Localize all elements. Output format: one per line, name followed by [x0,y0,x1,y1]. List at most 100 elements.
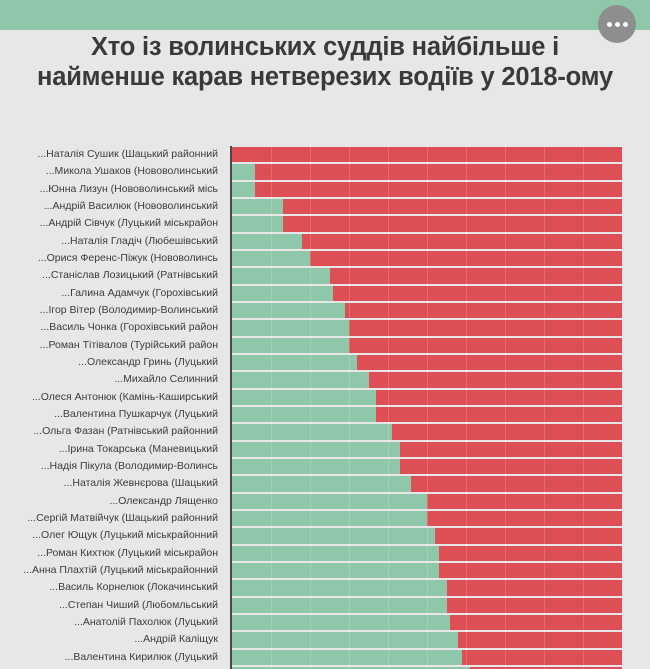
bar-segment-green [232,424,392,440]
bar-segment-red [232,147,622,163]
bar-segment-green [232,181,256,197]
stacked-bar [232,614,622,631]
chart-row: Станіслав Лозицький (Ратнівський... [0,267,650,285]
chart-row-label: Ірина Токарська (Маневицький... [58,442,218,455]
stacked-bar [232,147,622,163]
chart-row-label: Роман Тітівалов (Турійський район... [39,338,218,351]
bar-segment-green [232,285,334,301]
chart-row-label: Анатолій Пахолюк (Луцький... [74,615,218,628]
chart-row-label: Олег Ющук (Луцький міськрайонний... [32,529,218,542]
bar-segment-green [232,458,400,475]
chart-row: Олег Ющук (Луцький міськрайонний... [0,527,650,545]
chart-row: Надія Пікула (Володимир-Волинсь... [0,457,650,476]
chart-row-label: Олександр Гринь (Луцький... [78,355,218,368]
bar-segment-green [232,476,412,492]
bar-segment-red [434,528,622,544]
stacked-bar [232,476,622,492]
chart-row: Олеся Антонюк (Камінь-Каширський... [0,388,650,406]
chart-row-track [230,215,622,233]
bar-segment-green [232,250,310,267]
bar-segment-green [232,632,459,648]
stacked-bar [232,250,622,267]
bar-segment-green [232,320,349,336]
chart-row-label: Валентина Пушкарчук (Луцький... [54,407,218,420]
bar-segment-red [349,337,622,353]
chart-row: Ірина Токарська (Маневицький... [0,440,650,458]
kebab-dots [606,21,628,27]
stacked-bar [232,562,622,579]
bar-segment-red [450,614,622,631]
chart-row-track [230,579,622,597]
chart-row-track [230,388,622,406]
chart-row-track [230,197,622,216]
chart-row-track [230,492,622,510]
stacked-bar [232,493,622,509]
bar-segment-green [232,649,463,665]
stacked-bar [232,302,622,319]
chart-row-label: Станіслав Лозицький (Ратнівський... [42,269,218,282]
chart-row: Анатолій Пахолюк (Луцький... [0,613,650,632]
bar-segment-green [232,268,330,284]
bar-segment-green [232,597,447,613]
chart-row-track [230,423,622,441]
bar-segment-green [232,198,283,215]
bar-segment-green [232,441,400,457]
bar-segment-red [458,632,622,648]
chart-row-label: Андрій Каліщук... [134,633,218,646]
chart-row-track [230,509,622,528]
bar-segment-green [232,528,435,544]
chart-row: Андрій Василюк (Нововолинський... [0,197,650,216]
chart-row-label: Андрій Сівчук (Луцький міськрайон... [39,217,218,230]
bar-segment-green [232,302,346,319]
bar-segment-red [391,424,622,440]
bar-segment-red [255,181,622,197]
bar-segment-green [232,510,427,527]
bar-segment-red [329,268,622,284]
chart-row-track [230,613,622,632]
kebab-menu-icon[interactable] [598,5,636,43]
stacked-bar [232,597,622,613]
bar-segment-red [427,510,622,527]
chart-row: Михайло Селинний... [0,371,650,389]
bar-segment-red [376,389,622,405]
bar-segment-green [232,372,369,388]
chart-row-track [230,457,622,476]
chart-row: Роман Тітівалов (Турійський район... [0,336,650,354]
stacked-bar [232,181,622,197]
stacked-bar [232,528,622,544]
stacked-bar [232,198,622,215]
chart-row-label: Олександр Назарук (Старовижівсь... [0,666,224,669]
bar-segment-red [438,545,622,561]
bar-segment-red [469,666,622,669]
chart-row-track [230,371,622,389]
bar-segment-green [232,233,303,249]
chart-row: Олександр Гринь (Луцький... [0,353,650,372]
chart-row-track [230,561,622,580]
stacked-bar [232,320,622,336]
chart-row-track [230,180,622,198]
chart-row-track [230,163,622,181]
chart-row-label: Василь Чонка (Горохівський район... [40,321,218,334]
chart-row-label: Василь Корнелюк (Локачинський... [49,581,218,594]
chart-row-label: Валентина Кирилюк (Луцький... [64,650,218,663]
chart-row: Наталія Гладіч (Любешівський... [0,232,650,250]
chart-row: Орися Ференс-Піжук (Нововолинсь... [0,249,650,268]
bar-segment-red [282,216,622,232]
bar-segment-green [232,614,451,631]
chart-row-track [230,440,622,458]
stacked-bar [232,354,622,371]
stacked-bar [232,337,622,353]
bar-segment-red [302,233,622,249]
chart-row: Микола Ушаков (Нововолинський... [0,163,650,181]
bar-segment-red [427,493,622,509]
chart-row-label: Наталія Сушик (Шацький районний... [37,148,218,160]
stacked-bar [232,545,622,561]
chart-row-track [230,249,622,268]
bar-segment-red [349,320,622,336]
chart-row: Галина Адамчук (Горохівський... [0,284,650,302]
stacked-bar [232,389,622,405]
bar-segment-green [232,389,377,405]
chart-row-track [230,527,622,545]
chart-row: Степан Чиший (Любомльський... [0,596,650,614]
bar-segment-red [345,302,622,319]
